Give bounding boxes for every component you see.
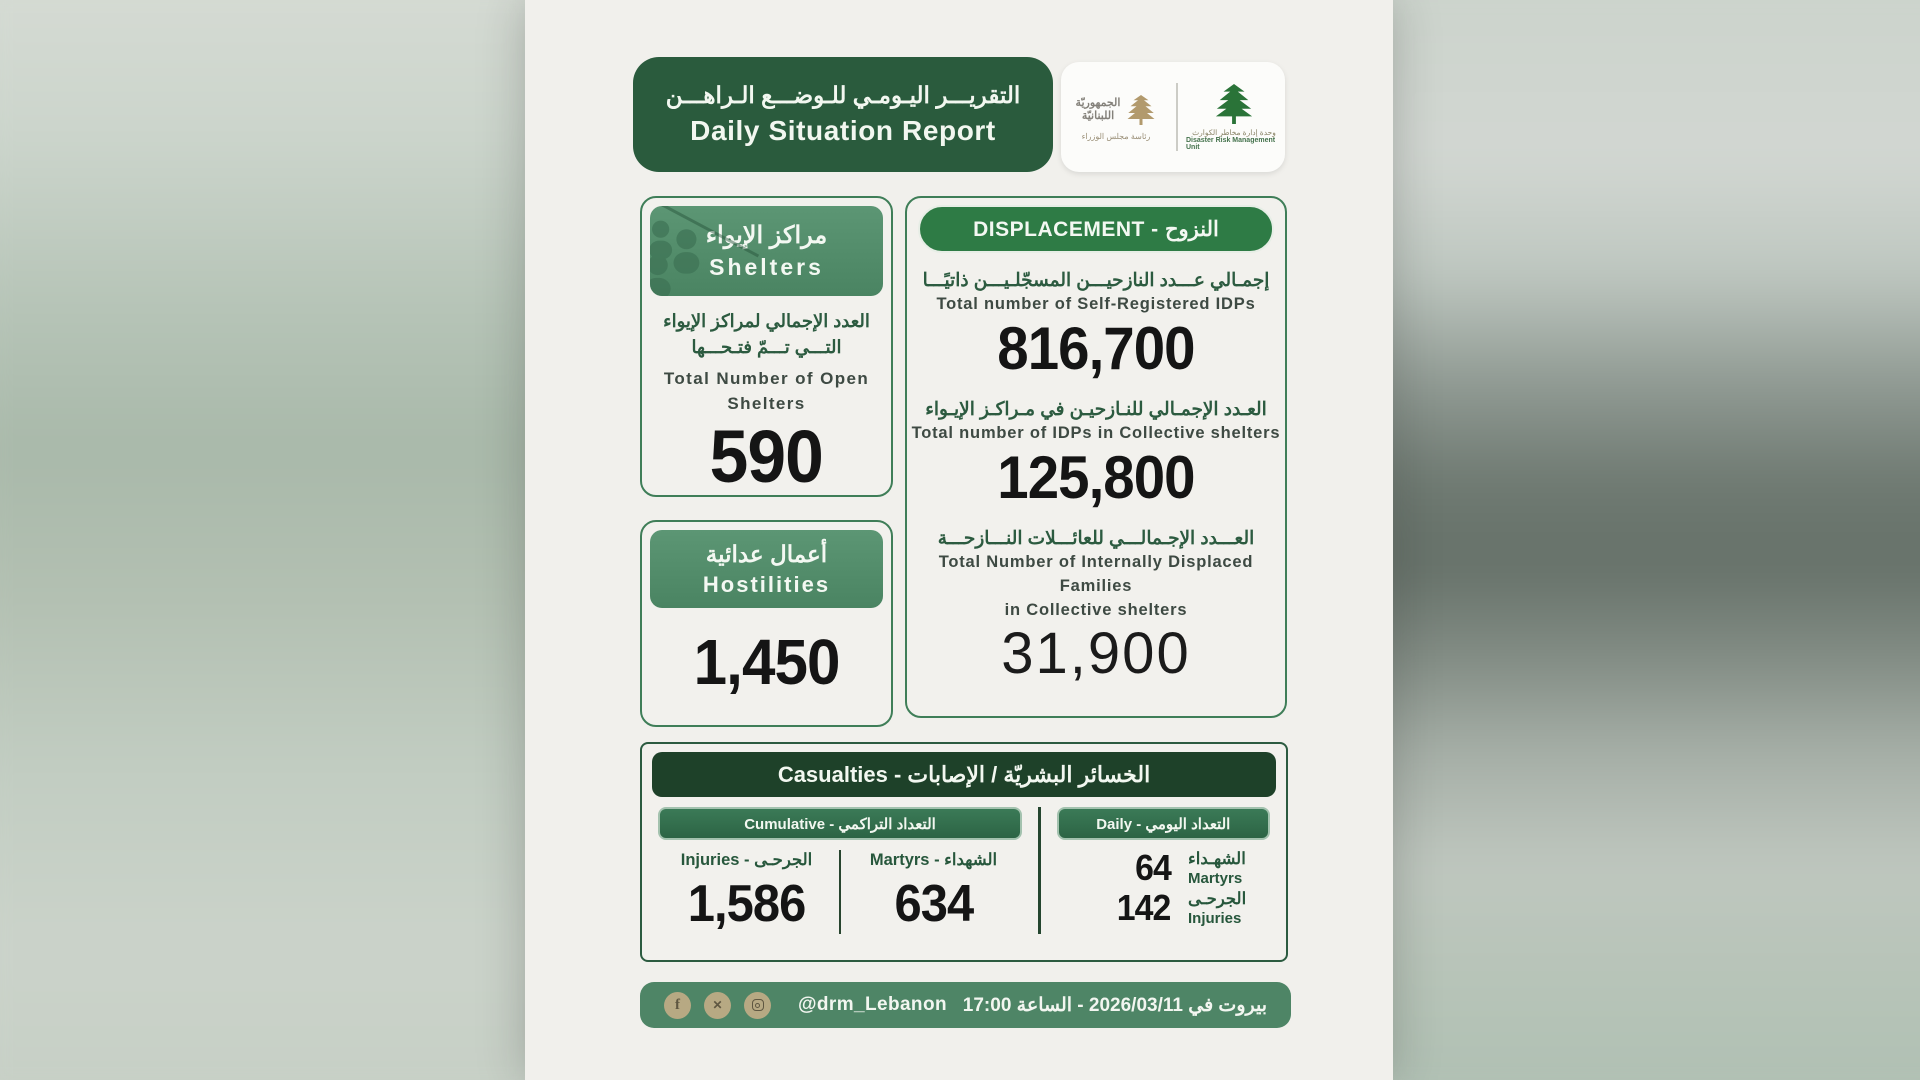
drm-caption-arabic: وحدة إدارة مخاطر الكوارث xyxy=(1192,128,1276,137)
x-icon: ✕ xyxy=(704,991,731,1019)
daily-injuries-row: 142 الجرحـى Injuries xyxy=(1053,888,1275,928)
daily-martyrs-row: 64 الشهـداء Martyrs xyxy=(1053,848,1275,888)
cedar-tree-icon-tan xyxy=(1127,95,1155,125)
cumulative-martyrs: Martyrs - الشهداء 634 xyxy=(839,850,1026,934)
daily-martyrs-value: 64 xyxy=(1135,847,1172,888)
stat-label-english: Total number of IDPs in Collective shelt… xyxy=(911,424,1281,442)
daily-section: التعداد اليومي - Daily 64 الشهـداء Marty… xyxy=(1053,807,1275,934)
daily-header: التعداد اليومي - Daily xyxy=(1056,807,1270,840)
stat-value: 816,700 xyxy=(997,315,1195,382)
daily-injuries-arabic: الجرحـى xyxy=(1188,889,1247,908)
stat-label-english-1: Total Number of Internally Displaced Fam… xyxy=(938,553,1254,595)
daily-injuries-english: Injuries xyxy=(1188,909,1242,927)
martyrs-value: 634 xyxy=(894,875,974,933)
injuries-value: 1,586 xyxy=(687,875,807,933)
shelters-label-arabic-1: العدد الإجمالي لمراكز الإيواء xyxy=(663,311,870,331)
stat-label-arabic: إجمـالي عـــدد النازحيـــن المسجّلـيـــن… xyxy=(922,269,1270,290)
instagram-icon xyxy=(744,991,771,1019)
report-title-english: Daily Situation Report xyxy=(690,115,996,146)
drm-unit-logo: وحدة إدارة مخاطر الكوارث Disaster Risk M… xyxy=(1186,83,1282,151)
shelters-label-arabic-2: التـــي تـــمّ فتـحـــها xyxy=(691,337,842,357)
hostilities-title-arabic: أعمال عدائية xyxy=(705,540,828,567)
cumulative-section: التعداد التراكمي - Cumulative Injuries -… xyxy=(654,807,1026,934)
gov-arabic-line1: الجمهوريّة xyxy=(1075,97,1121,109)
shelters-title-english: Shelters xyxy=(709,254,824,280)
daily-martyrs-english: Martyrs xyxy=(1188,869,1243,887)
stat-label-arabic: العـــدد الإجـمالـــي للعائـــلات النـــ… xyxy=(937,527,1255,548)
shelters-header: مراكز الإيواء Shelters xyxy=(650,206,883,296)
displacement-card: DISPLACEMENT - النزوح إجمـالي عـــدد الن… xyxy=(905,196,1287,718)
hostilities-header: أعمال عدائية Hostilities xyxy=(650,530,883,608)
lebanese-republic-calligraphy: الجمهوريّة اللبنانيّة xyxy=(1076,97,1121,123)
casualties-header: الخسائر البشريّة / الإصابات - Casualties xyxy=(652,752,1276,797)
gov-arabic-line2: اللبنانيّة xyxy=(1081,110,1115,122)
situation-report-poster: التقريـــر اليـومـي للـوضـــع الـراهـــن… xyxy=(525,0,1393,1080)
report-title-arabic: التقريـــر اليـومـي للـوضـــع الـراهـــن xyxy=(665,82,1021,108)
displacement-header: DISPLACEMENT - النزوح xyxy=(918,205,1274,253)
cedar-tree-icon-green xyxy=(1215,83,1253,125)
hostilities-value: 1,450 xyxy=(693,626,841,698)
footer-bar: f ✕ @drm_Lebanon بيروت في 2026/03/11 - ا… xyxy=(640,982,1291,1028)
daily-injuries-value: 142 xyxy=(1116,887,1172,928)
facebook-icon: f xyxy=(664,991,691,1019)
martyrs-label: Martyrs - الشهداء xyxy=(869,851,998,869)
report-datetime: بيروت في 2026/03/11 - الساعة 17:00 xyxy=(962,994,1267,1016)
casualties-card: الخسائر البشريّة / الإصابات - Casualties… xyxy=(640,742,1288,962)
shelters-card: مراكز الإيواء Shelters العدد الإجمالي لم… xyxy=(640,196,893,497)
stat-self-registered-idps: إجمـالي عـــدد النازحيـــن المسجّلـيـــن… xyxy=(923,267,1270,382)
logos-card: الجمهوريّة اللبنانيّة رئاسة مجلس الوزراء… xyxy=(1061,62,1285,172)
stat-value: 125,800 xyxy=(997,444,1195,511)
shelters-value: 590 xyxy=(709,415,824,498)
cumulative-injuries: Injuries - الجرحـى 1,586 xyxy=(654,850,839,934)
stat-label-english-2: in Collective shelters xyxy=(1004,601,1188,619)
daily-martyrs-arabic: الشهـداء xyxy=(1188,849,1246,868)
stat-label-english: Total number of Self-Registered IDPs xyxy=(936,295,1256,313)
hostilities-card: أعمال عدائية Hostilities 1,450 xyxy=(640,520,893,727)
stat-label-arabic: العـدد الإجمـالي للنـازحيـن في مـراكـز ا… xyxy=(925,398,1267,419)
people-group-icon xyxy=(650,220,700,296)
casualties-divider xyxy=(1038,807,1041,934)
shelters-label-english-2: Shelters xyxy=(727,394,806,413)
logo-divider xyxy=(1176,83,1178,151)
stat-value: 31,900 xyxy=(1001,621,1191,686)
stat-displaced-families: العـــدد الإجـمالـــي للعائـــلات النـــ… xyxy=(907,525,1285,686)
hostilities-title-english: Hostilities xyxy=(702,571,831,597)
report-title-banner: التقريـــر اليـومـي للـوضـــع الـراهـــن… xyxy=(633,57,1053,172)
lebanese-republic-logo: الجمهوريّة اللبنانيّة رئاسة مجلس الوزراء xyxy=(1064,93,1168,141)
shelters-title-arabic: مراكز الإيواء xyxy=(705,222,828,249)
gov-caption: رئاسة مجلس الوزراء xyxy=(1081,132,1151,141)
cumulative-header: التعداد التراكمي - Cumulative xyxy=(658,807,1022,840)
blurred-backdrop-left xyxy=(0,0,560,1080)
social-handle: @drm_Lebanon xyxy=(798,994,947,1015)
injuries-label: Injuries - الجرحـى xyxy=(680,851,813,869)
drm-caption-english: Disaster Risk Management Unit xyxy=(1186,137,1276,151)
shelters-label-english-1: Total Number of Open xyxy=(663,369,870,388)
blurred-backdrop-right xyxy=(1360,0,1920,1080)
stat-idps-collective-shelters: العـدد الإجمـالي للنـازحيـن في مـراكـز ا… xyxy=(912,396,1281,511)
